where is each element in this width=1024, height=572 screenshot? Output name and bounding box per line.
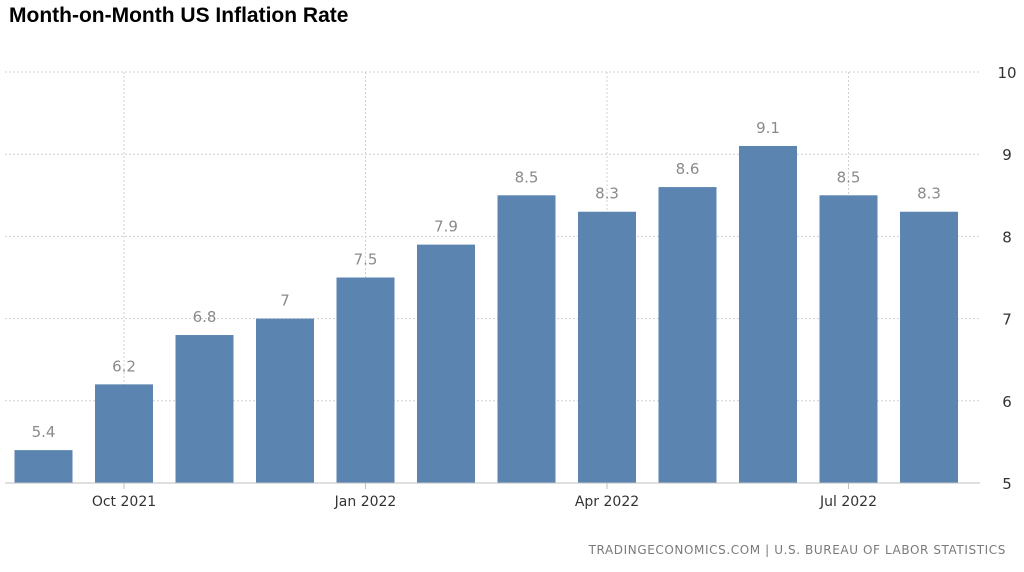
y-tick-label: 6: [1002, 393, 1012, 411]
x-tick-label: Apr 2022: [575, 494, 639, 510]
data-label: 8.3: [917, 185, 941, 203]
chart-title: Month-on-Month US Inflation Rate: [9, 4, 349, 27]
bar: [819, 195, 878, 484]
bar: [14, 450, 73, 483]
data-label: 6.2: [112, 357, 136, 375]
bar: [497, 195, 556, 484]
y-tick-label: 9: [1002, 146, 1012, 164]
data-label: 8.6: [676, 160, 700, 178]
data-label: 8.5: [515, 168, 539, 186]
x-tick-label: Jan 2022: [334, 494, 397, 510]
data-label: 5.4: [32, 423, 56, 441]
bar: [336, 277, 395, 483]
data-label: 7.9: [434, 218, 458, 236]
bar: [95, 384, 153, 483]
bar: [578, 211, 636, 484]
data-label: 6.8: [193, 308, 217, 326]
x-tick-label: Jul 2022: [819, 494, 877, 510]
bar: [175, 335, 234, 483]
axes: 5 6 7 8 9 10 Oct 2021 Jan 2022 Apr 2022 Jul 2022: [5, 64, 1017, 510]
bar: [739, 145, 797, 484]
source-attribution: TRADINGECONOMICS.COM | U.S. BUREAU OF LA…: [588, 543, 1006, 557]
data-label: 9.1: [756, 119, 780, 137]
bars: [14, 145, 958, 484]
data-label: 7.5: [354, 251, 378, 269]
data-labels: 5.4 6.2 6.8 7 7.5 7.9 8.5 8.3 8.6 9.1 8.5 8.3: [32, 119, 941, 441]
y-tick-label: 7: [1002, 311, 1012, 329]
data-label: 8.3: [595, 185, 619, 203]
bar: [417, 244, 475, 483]
bar: [256, 318, 314, 483]
y-tick-label: 8: [1002, 228, 1012, 246]
data-label: 7: [280, 292, 290, 310]
data-label: 8.5: [837, 168, 861, 186]
y-tick-label: 10: [997, 64, 1016, 82]
bar: [658, 187, 717, 483]
x-tick-label: Oct 2021: [92, 494, 156, 510]
bar: [900, 211, 958, 484]
y-tick-label: 5: [1002, 475, 1012, 493]
